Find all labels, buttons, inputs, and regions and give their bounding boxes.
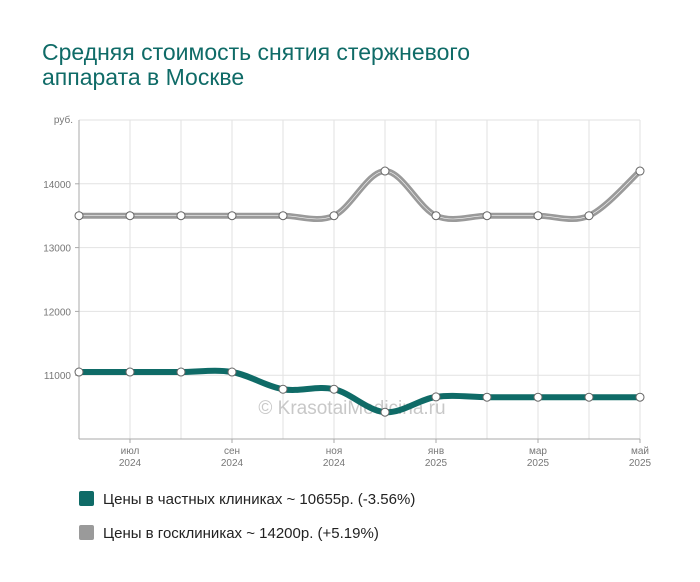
x-tick-year: 2024 [323, 458, 346, 469]
data-point [74, 367, 84, 377]
chart-series [74, 166, 645, 417]
legend-label: Цены в частных клиниках ~ 10655р. (-3.56… [103, 491, 415, 508]
legend-swatch [79, 525, 94, 540]
data-point [227, 367, 237, 377]
data-point [533, 211, 543, 221]
data-point [380, 166, 390, 176]
y-axis-ticks: руб. 11000 12000 13000 14000 [43, 114, 79, 382]
y-tick-label: 12000 [43, 307, 71, 318]
chart-title-line-1: Средняя стоимость снятия стержневого [42, 39, 470, 65]
x-tick-year: 2025 [629, 458, 652, 469]
data-point [482, 392, 492, 402]
y-tick-label: 11000 [44, 371, 72, 382]
data-point [635, 392, 645, 402]
chart-title-line-2: аппарата в Москве [42, 64, 244, 90]
data-point [431, 392, 441, 402]
data-point [329, 384, 339, 394]
y-tick-label: 13000 [43, 244, 71, 255]
x-tick-year: 2024 [119, 458, 142, 469]
x-tick-month: мар [529, 446, 547, 457]
data-point [329, 211, 339, 221]
x-tick-month: май [631, 446, 649, 457]
x-tick-year: 2025 [527, 458, 550, 469]
data-point [125, 211, 135, 221]
chart-axes [78, 120, 640, 440]
legend-label: Цены в госклиниках ~ 14200р. (+5.19%) [103, 525, 379, 542]
chart-grid [78, 119, 641, 439]
legend-item-1: Цены в госклиниках ~ 14200р. (+5.19%) [79, 525, 379, 542]
x-tick-month: июл [121, 446, 140, 457]
data-point [482, 211, 492, 221]
data-point [431, 211, 441, 221]
data-point [125, 367, 135, 377]
legend-swatch [79, 491, 94, 506]
legend-item-0: Цены в частных клиниках ~ 10655р. (-3.56… [79, 491, 415, 508]
data-point [278, 384, 288, 394]
y-axis-unit-label: руб. [54, 114, 73, 126]
chart-title: Средняя стоимость снятия стержневогоаппа… [42, 39, 470, 90]
data-point [278, 211, 288, 221]
x-tick-month: янв [428, 446, 444, 457]
series-1 [74, 166, 645, 222]
series-line [76, 168, 643, 222]
data-point [74, 211, 84, 221]
data-point [584, 392, 594, 402]
x-axis-ticks: июл2024сен2024ноя2024янв2025мар2025май20… [119, 439, 652, 469]
data-point [635, 166, 645, 176]
watermark: © KrasotaiMedicina.ru [258, 398, 445, 419]
data-point [584, 211, 594, 221]
chart-legend: Цены в частных клиниках ~ 10655р. (-3.56… [79, 491, 415, 542]
x-tick-year: 2024 [221, 458, 244, 469]
data-point [176, 367, 186, 377]
data-point [176, 211, 186, 221]
data-point [533, 392, 543, 402]
series-0 [74, 367, 645, 417]
x-tick-year: 2025 [425, 458, 448, 469]
y-tick-label: 14000 [43, 180, 71, 191]
data-point [227, 211, 237, 221]
x-tick-month: сен [224, 446, 240, 457]
data-point [380, 407, 390, 417]
x-tick-month: ноя [326, 446, 343, 457]
